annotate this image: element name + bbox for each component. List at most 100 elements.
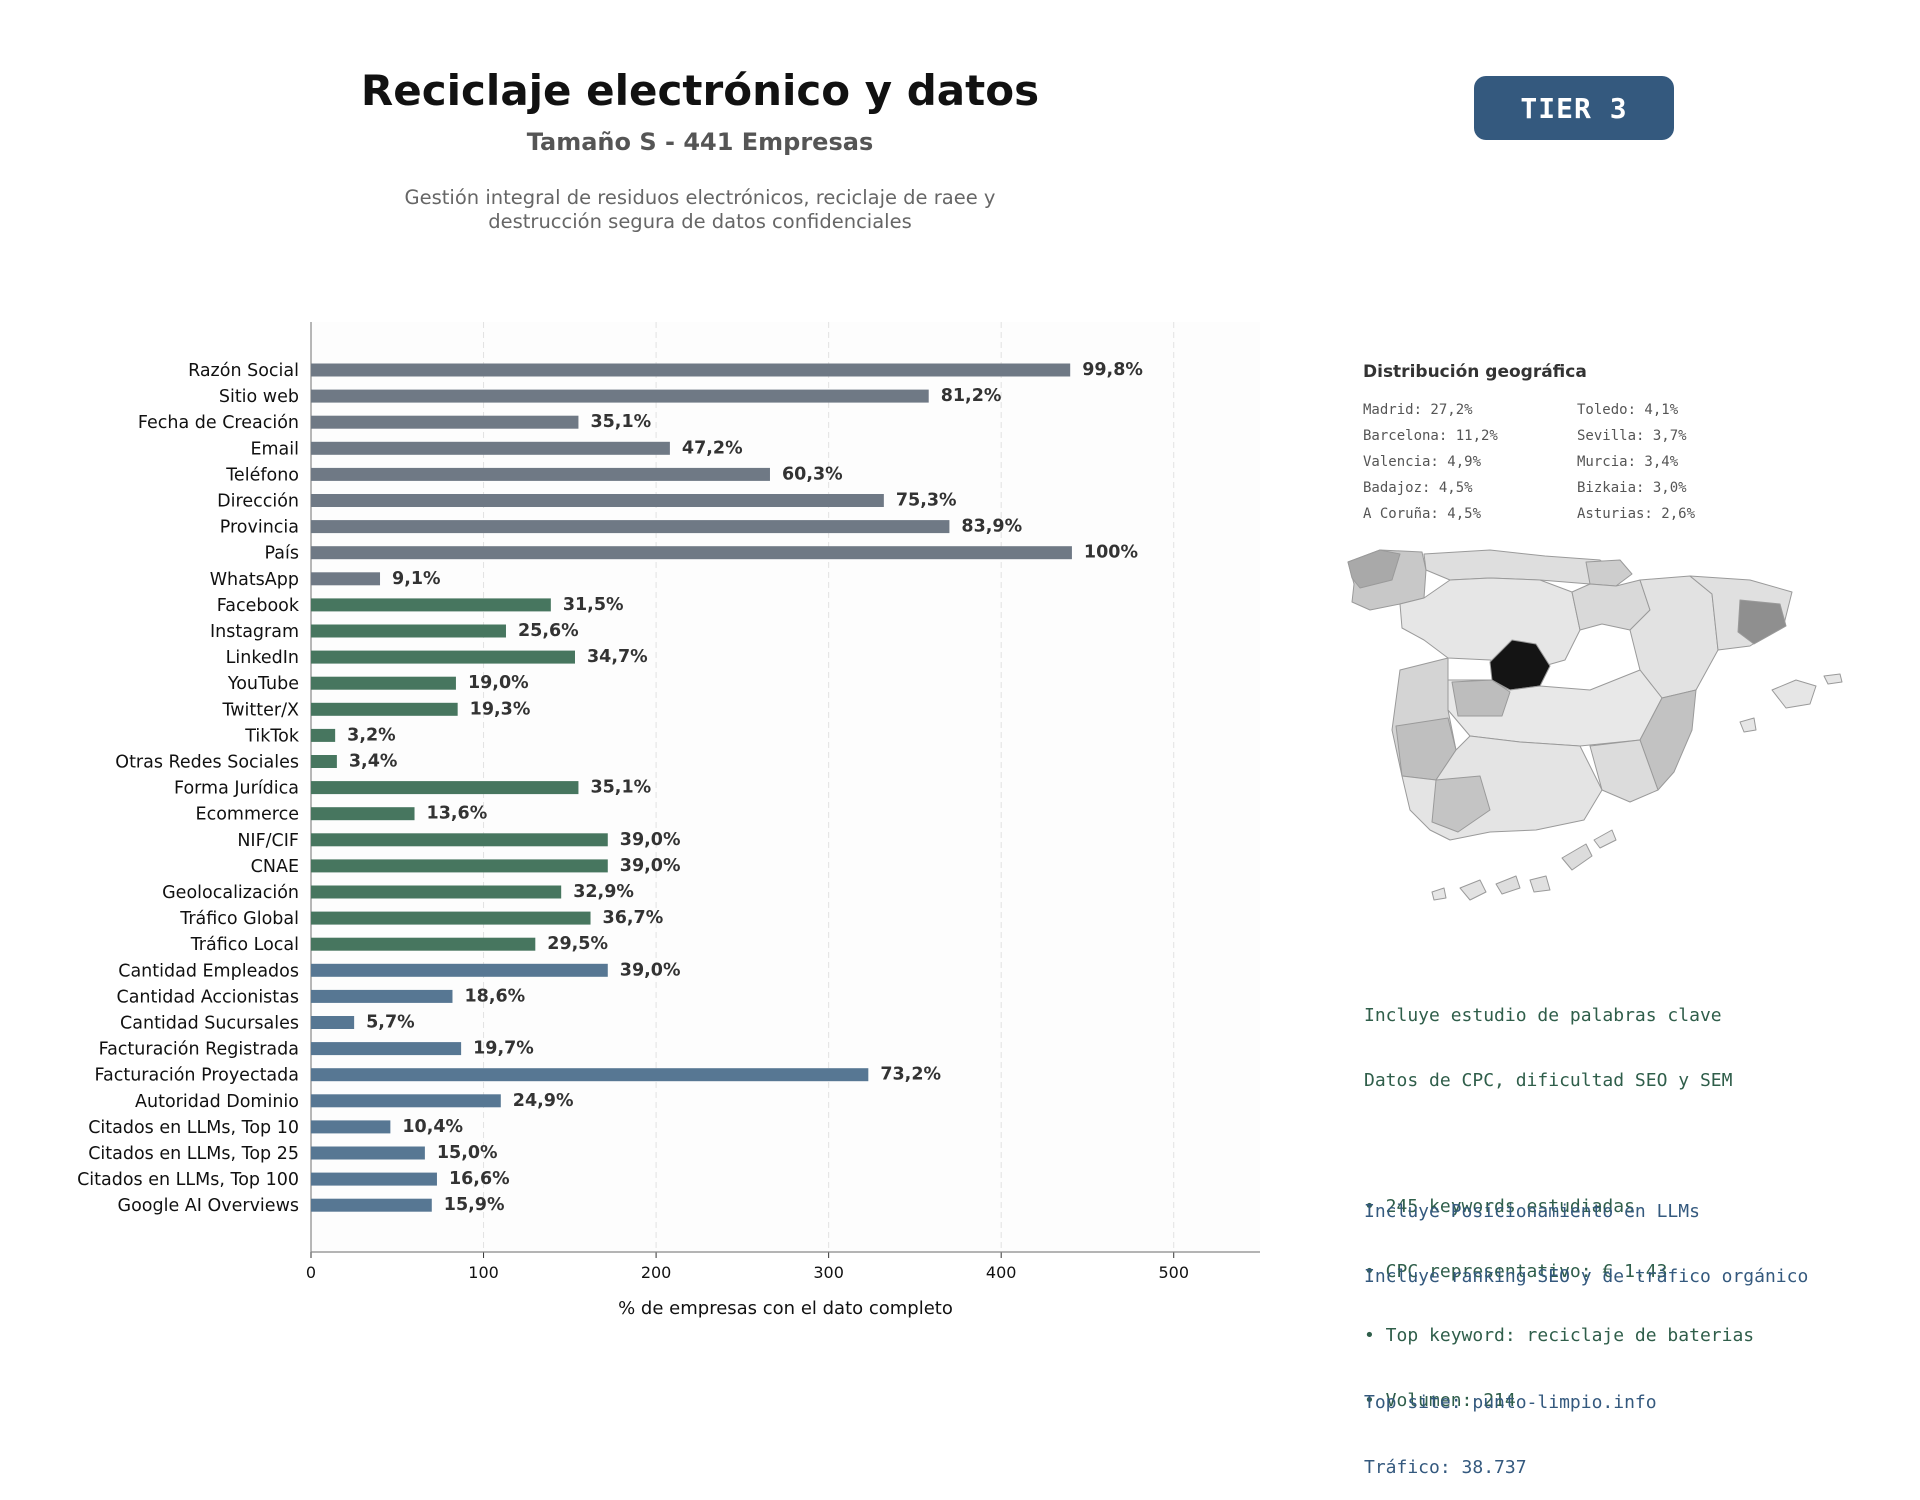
map-region-menorca [1823, 673, 1843, 685]
geo-item: Sevilla: 3,7% [1577, 428, 1687, 444]
map-region-sevilla [1431, 775, 1491, 833]
bar [311, 963, 608, 977]
data-label: 16,6% [449, 1169, 510, 1189]
data-label: 35,1% [590, 778, 651, 798]
map-region-bizkaia [1585, 559, 1633, 587]
bar [311, 807, 415, 821]
y-tick-label: CNAE [251, 857, 299, 877]
map-region-canarias-3 [1529, 875, 1551, 893]
data-label: 100% [1084, 543, 1138, 563]
bar [311, 441, 670, 455]
geo-item: A Coruña: 4,5% [1363, 506, 1482, 522]
llm-block: Incluye Posicionamiento en LLMs Incluye … [1364, 1158, 1808, 1500]
bar-chart: 0 100 200 300 400 500 Razón Social 99,8% Sitio w… [77, 322, 1260, 1319]
map-region-baleares [1771, 679, 1817, 709]
data-label: 24,9% [513, 1091, 574, 1111]
keywords-line-2: Datos de CPC, dificultad SEO y SEM [1364, 1069, 1733, 1091]
bar [311, 598, 551, 612]
geo-item: Murcia: 3,4% [1577, 454, 1679, 470]
page-subtitle: Tamaño S - 441 Empresas [526, 128, 874, 156]
data-label: 31,5% [563, 595, 624, 615]
map-region-canarias-4 [1561, 843, 1593, 871]
bar [311, 833, 608, 847]
geo-distribution-title: Distribución geográfica [1363, 362, 1587, 382]
data-label: 39,0% [620, 960, 681, 980]
bar [311, 1016, 355, 1029]
geo-item: Asturias: 2,6% [1577, 506, 1696, 522]
y-tick-label: Facturación Proyectada [95, 1066, 299, 1086]
map-region-canarias-6 [1431, 887, 1447, 901]
bar [311, 467, 770, 481]
llm-line-2: Incluye ranking SEO y de tráfico orgánic… [1364, 1265, 1809, 1287]
data-label: 60,3% [782, 464, 843, 484]
y-tick-label: Sitio web [219, 387, 299, 407]
data-label: 25,6% [518, 621, 579, 641]
y-tick-label: Geolocalización [162, 883, 299, 903]
y-tick-label: Tráfico Global [179, 909, 299, 929]
keywords-bullet-2: • CPC representativo: € 1.43 [1364, 1260, 1668, 1282]
data-label: 19,3% [470, 699, 531, 719]
y-tick-label: NIF/CIF [237, 831, 299, 851]
y-tick-label: Autoridad Dominio [135, 1092, 299, 1112]
keywords-bullet-1: • 245 keywords estudiadas [1364, 1196, 1635, 1217]
y-tick-label: TikTok [244, 726, 300, 746]
map-region-canarias-1 [1459, 879, 1487, 901]
data-label: 18,6% [464, 986, 525, 1006]
y-tick-label: Provincia [220, 518, 299, 538]
map-region-a-coruna [1347, 549, 1401, 589]
geo-item: Toledo: 4,1% [1577, 402, 1679, 418]
data-label: 47,2% [682, 438, 743, 458]
y-tick-label: Razón Social [188, 361, 299, 381]
y-tick-label: Google AI Overviews [118, 1196, 299, 1216]
data-label: 73,2% [880, 1065, 941, 1085]
y-tick-label: Twitter/X [221, 700, 299, 720]
data-label: 39,0% [620, 856, 681, 876]
map-region-murcia [1589, 739, 1659, 803]
y-tick-label: Tráfico Local [190, 935, 299, 955]
tier-badge: TIER 3 [1474, 76, 1674, 140]
data-label: 39,0% [620, 830, 681, 850]
y-tick-label: País [265, 544, 299, 564]
bar [311, 520, 950, 534]
bar [311, 415, 579, 429]
y-tick-label: Cantidad Empleados [118, 961, 299, 981]
map-region-canarias-5 [1593, 829, 1617, 849]
data-label: 81,2% [941, 386, 1002, 406]
bar [311, 1146, 425, 1160]
x-axis-label: % de empresas con el dato completo [618, 1298, 953, 1319]
y-tick-label: Instagram [210, 622, 299, 642]
data-label: 15,9% [444, 1195, 505, 1215]
keywords-block: Incluye estudio de palabras clave Datos … [1364, 962, 1754, 1433]
y-tick-label: Cantidad Sucursales [120, 1014, 299, 1034]
y-tick-label: Citados en LLMs, Top 25 [88, 1144, 299, 1164]
bar [311, 755, 337, 768]
bar [311, 624, 506, 638]
bar [311, 1094, 501, 1108]
map-region-barcelona [1737, 599, 1787, 645]
x-tick-label: 500 [1158, 1263, 1189, 1282]
keywords-line-1: Incluye estudio de palabras clave [1364, 1005, 1722, 1026]
bar [311, 572, 381, 586]
bar [311, 676, 456, 690]
geo-item: Madrid: 27,2% [1363, 402, 1473, 418]
y-tick-label: LinkedIn [226, 648, 299, 668]
y-tick-label: Ecommerce [196, 805, 299, 825]
spain-map-icon [1347, 549, 1843, 901]
data-label: 9,1% [392, 569, 441, 589]
data-label: 29,5% [547, 934, 608, 954]
data-label: 3,2% [347, 725, 396, 745]
data-label: 35,1% [590, 412, 651, 432]
data-label: 36,7% [603, 908, 664, 928]
x-tick-label: 200 [641, 1263, 672, 1282]
geo-item: Barcelona: 11,2% [1363, 428, 1498, 444]
page-description: Gestión integral de residuos electrónico… [300, 186, 1100, 234]
bar [311, 1042, 462, 1056]
data-label: 3,4% [349, 752, 398, 772]
data-label: 10,4% [402, 1117, 463, 1137]
bar [311, 781, 579, 795]
data-label: 5,7% [366, 1013, 415, 1033]
data-label: 19,7% [473, 1039, 534, 1059]
bar [311, 363, 1071, 377]
bar [311, 1198, 432, 1212]
data-label: 34,7% [587, 647, 648, 667]
